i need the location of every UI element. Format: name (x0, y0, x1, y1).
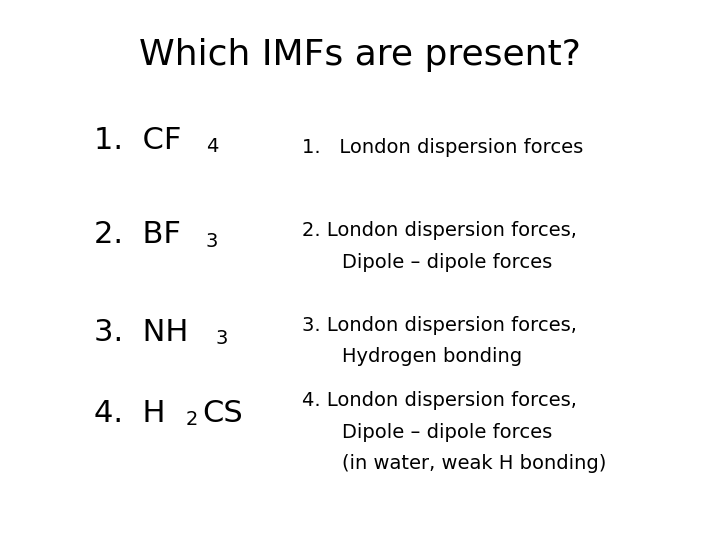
Text: 3: 3 (206, 232, 218, 251)
Text: 3. London dispersion forces,: 3. London dispersion forces, (302, 316, 577, 335)
Text: 1.  CF: 1. CF (94, 126, 181, 155)
Text: 2. London dispersion forces,: 2. London dispersion forces, (302, 221, 577, 240)
Text: Hydrogen bonding: Hydrogen bonding (342, 347, 522, 366)
Text: 4. London dispersion forces,: 4. London dispersion forces, (302, 392, 577, 410)
Text: Which IMFs are present?: Which IMFs are present? (139, 38, 581, 72)
Text: Dipole – dipole forces: Dipole – dipole forces (342, 253, 552, 272)
Text: 2.  BF: 2. BF (94, 220, 181, 249)
Text: 4: 4 (207, 137, 219, 157)
Text: (in water, weak H bonding): (in water, weak H bonding) (342, 454, 606, 473)
Text: 3.  NH: 3. NH (94, 318, 188, 347)
Text: 2: 2 (186, 410, 198, 429)
Text: CS: CS (202, 399, 243, 428)
Text: Dipole – dipole forces: Dipole – dipole forces (342, 423, 552, 442)
Text: 3: 3 (215, 329, 228, 348)
Text: 1.   London dispersion forces: 1. London dispersion forces (302, 138, 584, 157)
Text: 4.  H: 4. H (94, 399, 165, 428)
